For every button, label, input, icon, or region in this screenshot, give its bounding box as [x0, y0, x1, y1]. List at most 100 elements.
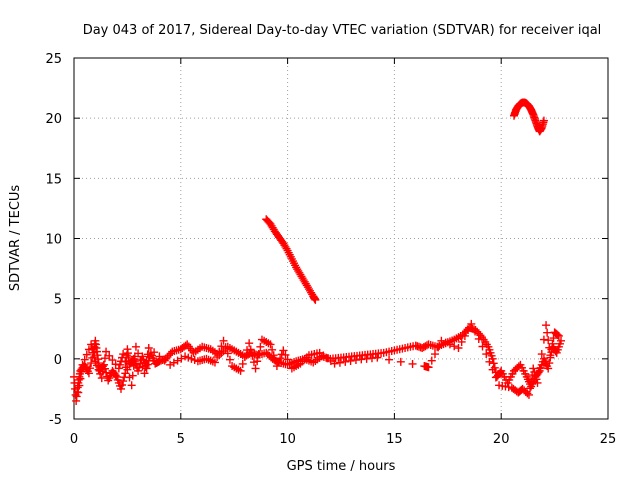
data-point [268, 223, 277, 232]
data-point [225, 355, 234, 364]
data-point [165, 351, 174, 360]
data-point [78, 360, 87, 369]
data-point [504, 383, 513, 392]
data-point [310, 294, 319, 303]
data-point [526, 384, 535, 393]
data-point [445, 340, 454, 349]
data-point [491, 373, 500, 382]
data-point [92, 347, 101, 356]
data-point [487, 351, 496, 360]
data-point [471, 327, 480, 336]
data-point [527, 377, 536, 386]
data-point [99, 360, 108, 369]
data-point [217, 342, 226, 351]
data-point [387, 347, 396, 356]
data-point [272, 230, 281, 239]
data-point [396, 357, 405, 366]
data-point [223, 349, 232, 358]
data-point [254, 350, 263, 359]
data-point [398, 344, 407, 353]
data-point [302, 281, 311, 290]
data-point [346, 356, 355, 365]
data-point [94, 365, 103, 374]
data-point [283, 355, 292, 364]
data-point [294, 266, 303, 275]
data-point [143, 350, 152, 359]
data-point [253, 357, 262, 366]
data-point [457, 337, 466, 346]
data-point [464, 325, 473, 334]
data-point [82, 350, 91, 359]
data-point [552, 330, 561, 339]
data-point [119, 350, 128, 359]
data-point [547, 345, 556, 354]
data-point [121, 357, 130, 366]
data-point [177, 354, 186, 363]
data-point [238, 359, 247, 368]
data-point [251, 364, 260, 373]
data-point [281, 242, 290, 251]
data-point [119, 377, 128, 386]
data-point [102, 347, 111, 356]
data-point [478, 342, 487, 351]
data-point [421, 342, 430, 351]
data-point [92, 361, 101, 370]
data-point [97, 374, 106, 383]
data-point [160, 356, 169, 365]
axis-ticks: 0 5 10 15 20 25 -5 0 5 10 15 20 25 [45, 52, 616, 447]
data-point [279, 346, 288, 355]
data-point [489, 359, 498, 368]
data-point [155, 352, 164, 361]
y-tick-label: 10 [45, 233, 62, 248]
data-point [74, 388, 83, 397]
x-tick-label: 10 [279, 432, 296, 447]
x-tick-label: 25 [600, 432, 617, 447]
y-tick-label: 5 [54, 293, 62, 308]
data-point [521, 369, 530, 378]
data-point [531, 371, 540, 380]
data-point [482, 350, 491, 359]
data-point [276, 354, 285, 363]
data-point [294, 360, 303, 369]
data-point [221, 343, 230, 352]
data-point [127, 381, 136, 390]
data-point [114, 364, 123, 373]
data-point [204, 344, 213, 353]
y-tick-label: 0 [54, 353, 62, 368]
data-point [544, 336, 553, 345]
y-tick-label: 15 [45, 172, 62, 187]
data-point [408, 359, 417, 368]
data-point [508, 369, 517, 378]
data-point [234, 365, 243, 374]
data-point [144, 344, 153, 353]
data-point [142, 356, 151, 365]
data-point [539, 118, 548, 127]
data-point [377, 349, 386, 358]
data-point [434, 343, 443, 352]
data-point [553, 331, 562, 340]
data-point [230, 346, 239, 355]
data-point [437, 336, 446, 345]
data-point [367, 354, 376, 363]
data-point [88, 344, 97, 353]
data-point [75, 381, 84, 390]
data-point [141, 362, 150, 371]
data-point [256, 342, 265, 351]
data-point [90, 353, 99, 362]
data-point [548, 339, 557, 348]
data-point [430, 350, 439, 359]
data-point [286, 252, 295, 261]
data-point [248, 351, 257, 360]
data-point [326, 356, 335, 365]
data-point [307, 288, 316, 297]
data-point [523, 389, 532, 398]
data-point [134, 349, 143, 358]
data-point [269, 351, 278, 360]
data-point [76, 374, 85, 383]
data-point [150, 348, 159, 357]
data-point [115, 360, 124, 369]
data-point [485, 357, 494, 366]
data-point [89, 348, 98, 357]
data-point [87, 340, 96, 349]
